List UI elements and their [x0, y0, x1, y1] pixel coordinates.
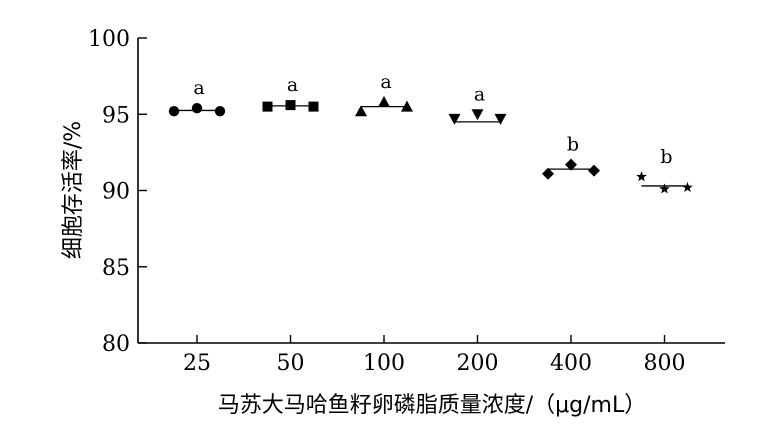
data-point	[588, 164, 600, 177]
significance-label: a	[193, 77, 204, 99]
data-point	[682, 181, 693, 192]
data-point	[168, 106, 180, 117]
group-50: a	[262, 74, 319, 112]
significance-label: a	[474, 83, 485, 105]
data-point	[542, 167, 554, 180]
x-tick-label: 400	[550, 351, 592, 376]
data-point	[214, 106, 226, 117]
significance-label: a	[380, 71, 391, 93]
data-point	[636, 171, 647, 182]
x-tick-label: 800	[644, 351, 686, 376]
data-point	[191, 102, 203, 114]
y-tick-label: 90	[102, 180, 130, 205]
data-point	[401, 100, 413, 112]
x-axis-label: 马苏大马哈鱼籽卵磷脂质量浓度/（μg/mL）	[218, 393, 646, 418]
data-point	[355, 105, 367, 117]
group-800: b	[636, 146, 693, 194]
data-point	[659, 183, 670, 194]
data-point	[378, 96, 390, 108]
y-axis-ticks: 80 85 90 95 100	[88, 27, 147, 357]
x-axis-ticks: 25 50 100 200 400 800	[183, 335, 686, 376]
data-point	[308, 101, 319, 112]
x-tick-label: 50	[277, 351, 305, 376]
data-point	[262, 101, 273, 112]
significance-label: b	[567, 134, 579, 156]
x-tick-label: 25	[183, 351, 211, 376]
y-tick-label: 100	[88, 27, 130, 52]
significance-label: b	[660, 146, 672, 168]
group-200: a	[448, 83, 507, 125]
group-100: a	[355, 71, 413, 117]
data-point	[471, 109, 484, 121]
x-tick-label: 200	[457, 351, 499, 376]
significance-label: a	[287, 74, 298, 96]
y-tick-label: 85	[102, 256, 130, 281]
y-tick-label: 80	[102, 332, 130, 357]
y-axis-label: 细胞存活率/%	[61, 121, 86, 259]
data-point	[565, 158, 577, 171]
data-point	[285, 100, 296, 111]
x-tick-label: 100	[363, 351, 405, 376]
data-point	[448, 113, 461, 125]
data-point	[494, 113, 507, 125]
y-tick-label: 95	[102, 103, 130, 128]
group-400: b	[542, 134, 600, 180]
group-25: a	[168, 77, 226, 117]
data-groups: a a a a b b	[168, 71, 693, 194]
